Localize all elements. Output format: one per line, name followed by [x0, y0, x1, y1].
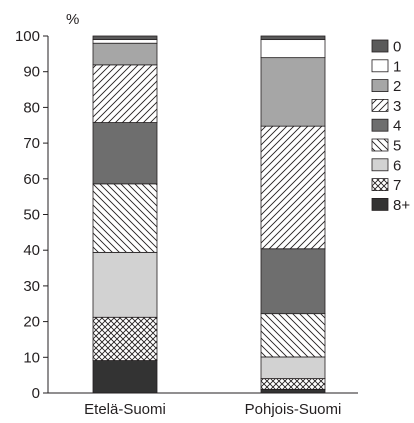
legend-item-8+: 8+ — [371, 197, 410, 214]
bar-segment-0 — [92, 35, 158, 41]
bar-segment-6 — [92, 251, 158, 318]
bar-segment-5 — [260, 313, 326, 358]
legend-swatch — [371, 79, 389, 92]
y-tick-label: 20 — [23, 314, 40, 331]
legend: 0 1 2 3 4 5 6 7 8+ — [371, 39, 410, 214]
bar-segment-8+ — [260, 388, 326, 394]
legend-label: 6 — [393, 157, 401, 174]
bar-segment-4 — [92, 122, 158, 185]
y-tick-label: 100 — [15, 28, 40, 45]
y-tick-label: 10 — [23, 349, 40, 366]
legend-swatch — [371, 59, 389, 73]
x-tick-label: Etelä-Suomi — [84, 401, 166, 418]
legend-label: 7 — [393, 177, 401, 194]
y-axis-label: % — [66, 11, 79, 28]
legend-item-1: 1 — [371, 58, 401, 75]
x-axis-labels: Etelä-Suomi Pohjois-Suomi — [84, 401, 341, 418]
legend-item-0: 0 — [371, 39, 401, 56]
y-tick-label: 50 — [23, 207, 40, 224]
bar-segment-7 — [260, 378, 326, 390]
y-axis: 0 10 20 30 40 50 60 70 80 90 100 — [15, 28, 358, 402]
y-tick-label: 60 — [23, 171, 40, 188]
x-tick-label: Pohjois-Suomi — [245, 401, 342, 418]
bar-segment-0 — [260, 35, 326, 41]
legend-swatch — [371, 178, 389, 192]
legend-label: 2 — [393, 78, 401, 95]
legend-swatch — [371, 39, 389, 53]
bar-segment-4 — [260, 248, 326, 315]
bar-Etelä-Suomi — [92, 35, 158, 394]
legend-label: 4 — [393, 118, 401, 135]
legend-label: 8+ — [393, 197, 410, 214]
y-tick-label: 0 — [32, 385, 40, 402]
bar-Pohjois-Suomi — [260, 35, 326, 394]
legend-label: 3 — [393, 98, 401, 115]
bar-segment-1 — [92, 39, 158, 44]
legend-item-3: 3 — [371, 98, 401, 115]
legend-item-6: 6 — [371, 157, 401, 174]
y-tick-label: 30 — [23, 278, 40, 295]
legend-label: 5 — [393, 138, 401, 155]
bar-segment-1 — [260, 39, 326, 59]
legend-label: 1 — [393, 58, 401, 75]
legend-swatch — [371, 138, 389, 152]
y-tick-label: 90 — [23, 64, 40, 81]
bar-segment-5 — [92, 183, 158, 253]
bar-segment-2 — [92, 42, 158, 66]
legend-swatch — [371, 197, 389, 211]
bar-segment-3 — [92, 64, 158, 123]
bar-segment-6 — [260, 356, 326, 379]
legend-label: 0 — [393, 39, 401, 56]
y-tick-label: 80 — [23, 99, 40, 116]
y-tick-label: 40 — [23, 242, 40, 259]
bars-layer — [92, 35, 326, 394]
bar-segment-2 — [260, 57, 326, 127]
legend-item-5: 5 — [371, 138, 401, 155]
bar-segment-3 — [260, 125, 326, 250]
legend-item-2: 2 — [371, 78, 401, 95]
legend-item-4: 4 — [371, 118, 401, 135]
bar-segment-8+ — [92, 360, 158, 394]
y-tick-label: 70 — [23, 135, 40, 152]
legend-swatch — [371, 118, 389, 132]
legend-swatch — [371, 99, 389, 112]
bar-segment-7 — [92, 316, 158, 361]
legend-swatch — [371, 158, 389, 172]
legend-item-7: 7 — [371, 177, 401, 194]
